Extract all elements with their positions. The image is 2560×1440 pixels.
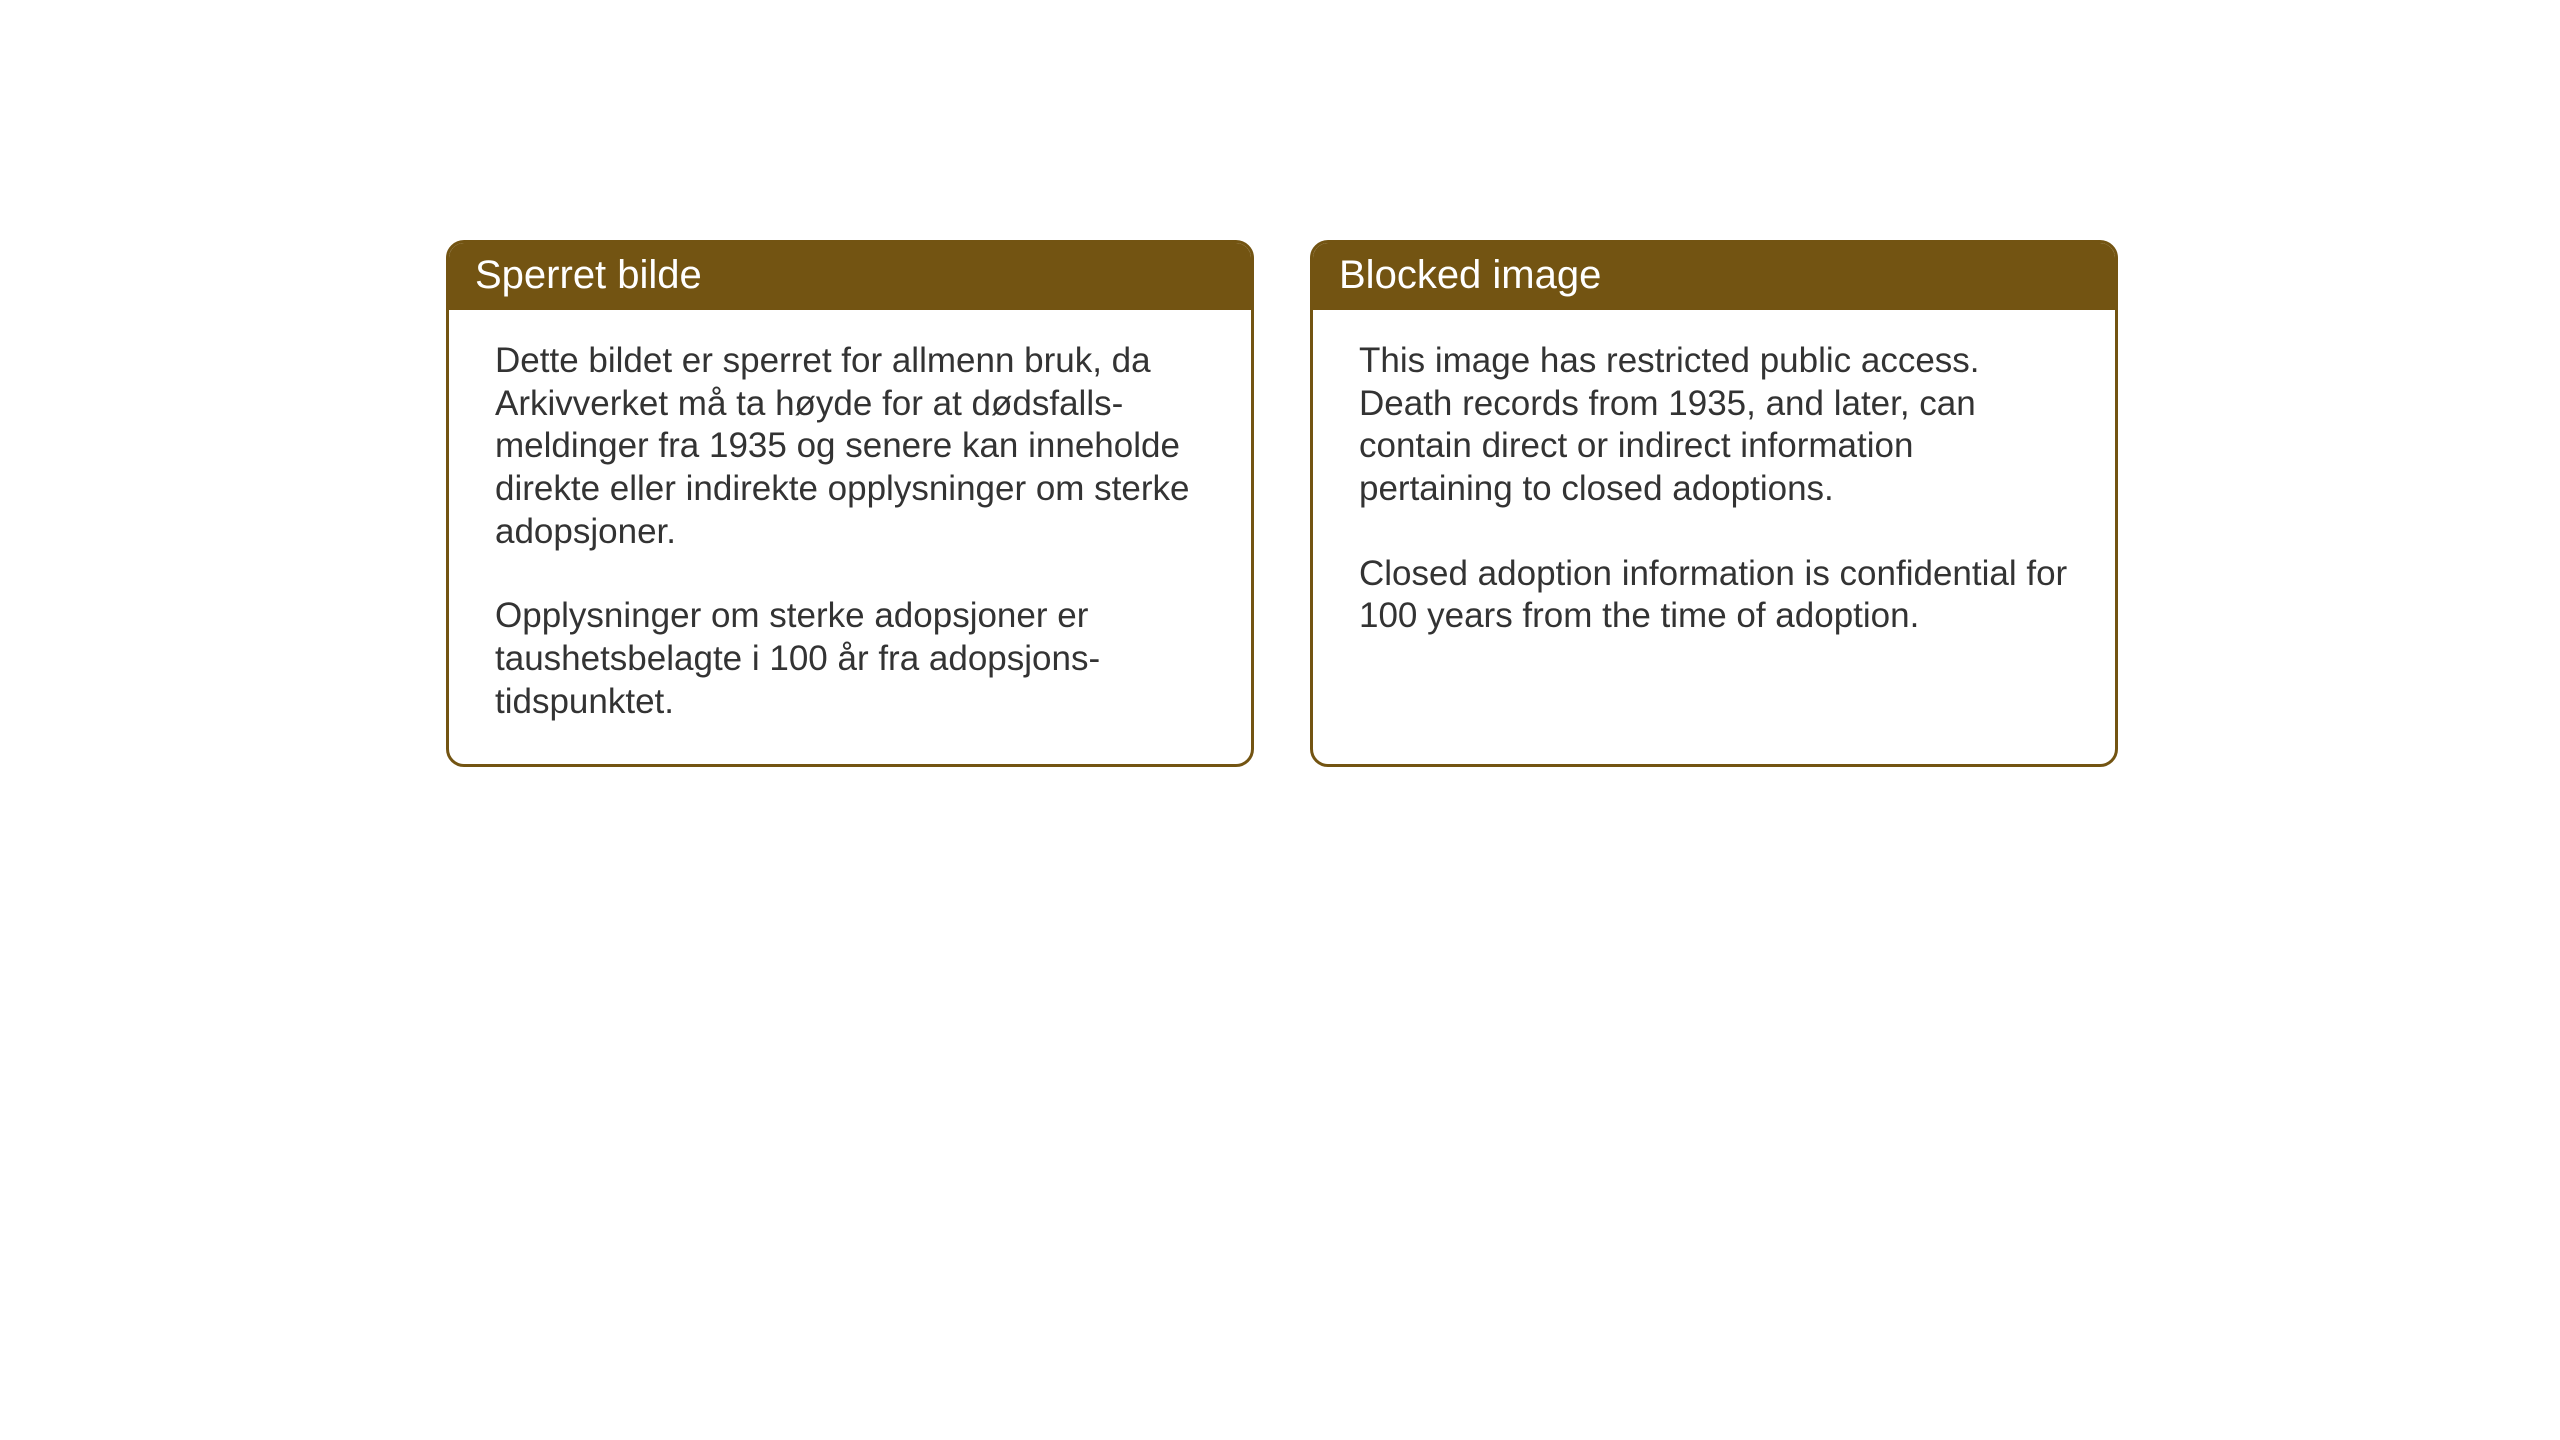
- card-header-english: Blocked image: [1313, 243, 2115, 310]
- paragraph-text: This image has restricted public access.…: [1359, 340, 2069, 511]
- card-body-norwegian: Dette bildet er sperret for allmenn bruk…: [449, 310, 1251, 764]
- paragraph-text: Closed adoption information is confident…: [1359, 553, 2069, 638]
- paragraph-text: Opplysninger om sterke adopsjoner er tau…: [495, 595, 1205, 723]
- card-header-norwegian: Sperret bilde: [449, 243, 1251, 310]
- cards-container: Sperret bilde Dette bildet er sperret fo…: [446, 240, 2118, 767]
- card-english: Blocked image This image has restricted …: [1310, 240, 2118, 767]
- card-norwegian: Sperret bilde Dette bildet er sperret fo…: [446, 240, 1254, 767]
- paragraph-text: Dette bildet er sperret for allmenn bruk…: [495, 340, 1205, 553]
- card-body-english: This image has restricted public access.…: [1313, 310, 2115, 750]
